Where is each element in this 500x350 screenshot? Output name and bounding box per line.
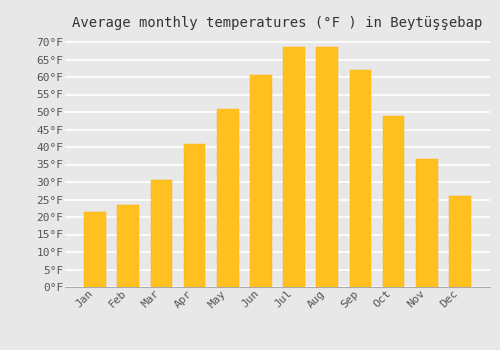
Bar <box>284 47 305 287</box>
Bar <box>217 108 238 287</box>
Title: Average monthly temperatures (°F ) in Beytüşşebap: Average monthly temperatures (°F ) in Be… <box>72 16 482 30</box>
Bar <box>250 75 272 287</box>
Bar <box>449 196 470 287</box>
Bar <box>84 212 106 287</box>
Bar <box>118 205 139 287</box>
Bar <box>184 144 206 287</box>
Bar <box>416 159 438 287</box>
Bar <box>350 70 371 287</box>
Bar <box>383 116 404 287</box>
Bar <box>316 47 338 287</box>
Bar <box>150 180 172 287</box>
